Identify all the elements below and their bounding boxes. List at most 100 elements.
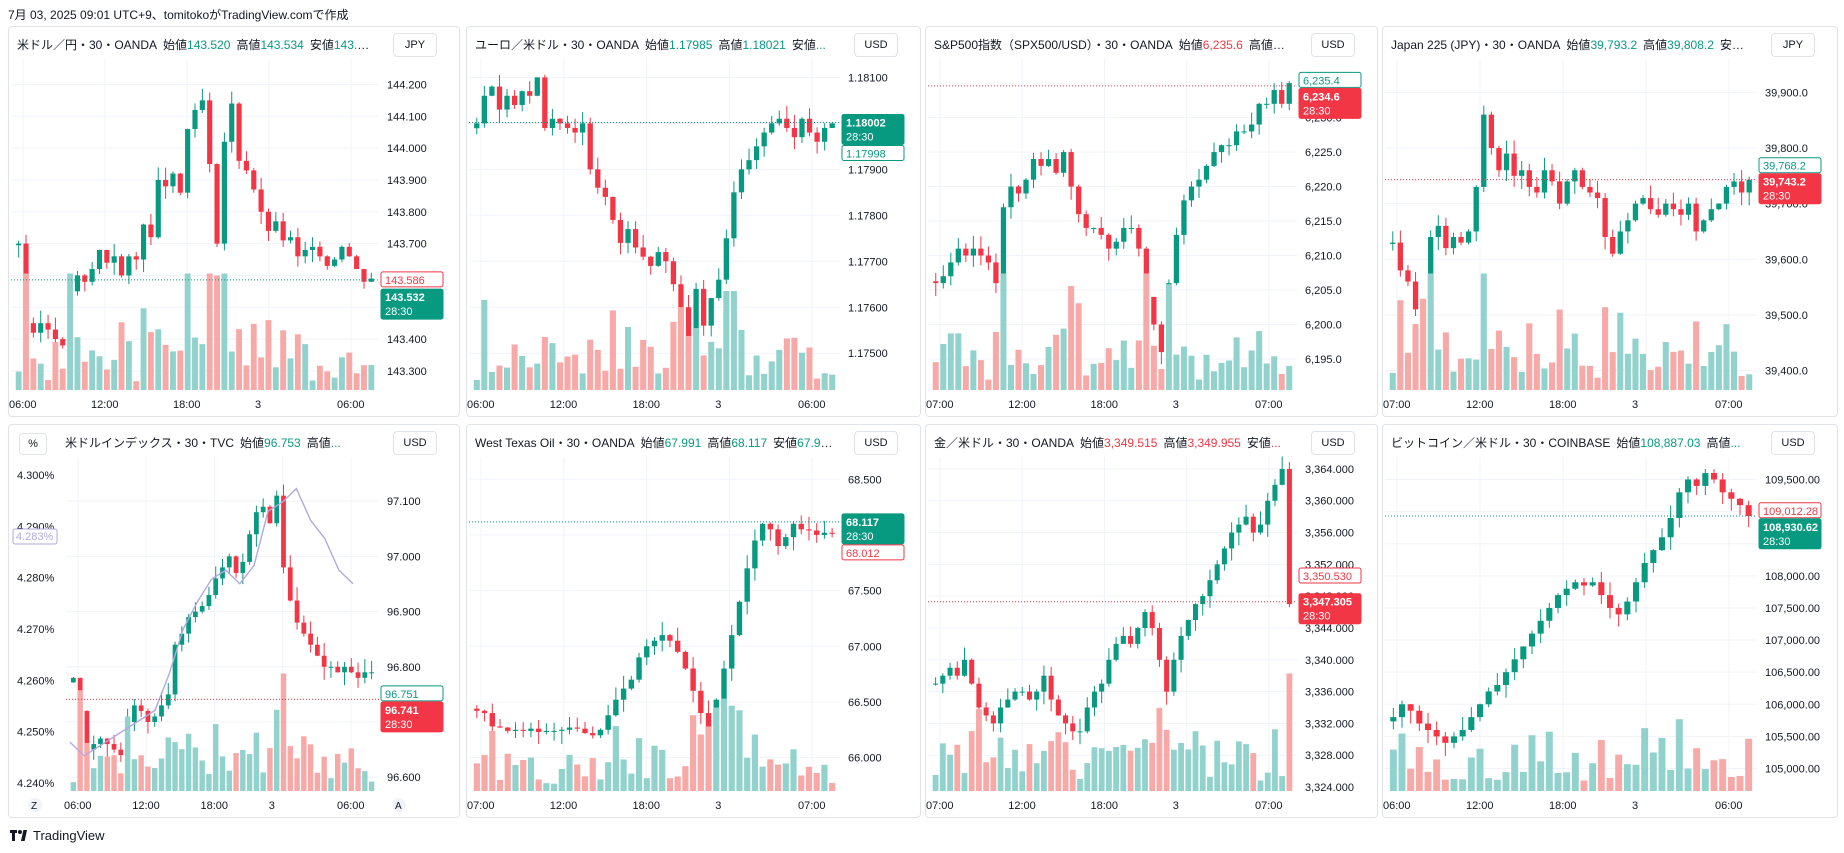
y-tick-label: 39,500.0 (1765, 310, 1808, 322)
price-label: 143.586 (380, 271, 444, 288)
candle-body (1520, 646, 1527, 660)
volume-bar (52, 342, 59, 390)
volume-bar (1083, 375, 1090, 390)
volume-bar (791, 337, 798, 390)
candle-body (281, 495, 286, 568)
price-label-value: 3,347.305 (1303, 597, 1352, 609)
yield-price-label: 4.283% (12, 528, 58, 545)
y-tick-label: 96.900 (387, 607, 421, 619)
currency-button[interactable]: USD (854, 431, 898, 455)
candle-body (1181, 200, 1187, 235)
currency-button[interactable]: USD (1311, 431, 1355, 455)
candle-body (806, 529, 812, 531)
candle-body (1026, 691, 1032, 700)
candle-body (221, 141, 227, 244)
volume-bar (1180, 346, 1187, 390)
y-tick-label: 3,336.000 (1305, 687, 1354, 699)
chart-panel-spx[interactable]: S&P500指数（SPX500/USD）・30・OANDA 始値6,235.6 高値… (925, 26, 1378, 417)
volume-bar (1062, 742, 1069, 791)
currency-button[interactable]: JPY (1771, 33, 1815, 57)
candle-body (84, 710, 90, 750)
volume-bar (700, 355, 707, 390)
volume-bar (111, 359, 118, 390)
volume-bar (97, 755, 104, 791)
volume-bar (814, 378, 821, 390)
price-label: 96.741 28:30 (380, 701, 444, 733)
candle-body (273, 221, 279, 231)
candle-body (324, 256, 330, 266)
volume-bar (1158, 369, 1165, 390)
volume-bar (1113, 746, 1119, 791)
volume-bar (1485, 778, 1493, 791)
chart-panel-wti[interactable]: West Texas Oil・30・OANDA 始値67.991 高値68.117 安… (466, 424, 921, 818)
volume-bar (1069, 769, 1076, 791)
volume-bar (666, 778, 674, 791)
currency-button[interactable]: USD (1311, 33, 1355, 57)
currency-button[interactable]: JPY (393, 33, 437, 57)
volume-bar (527, 757, 535, 791)
chart-panel-xauusd[interactable]: 金／米ドル・30・OANDA 始値3,349.515 高値3,349.955 安値..… (925, 424, 1378, 818)
price-label-box (380, 271, 444, 288)
volume-bar (1075, 303, 1082, 390)
chart-panel-btcusd[interactable]: ビットコイン／米ドル・30・COINBASE 始値108,887.03 高値... U… (1382, 424, 1838, 818)
currency-button[interactable]: USD (854, 33, 898, 57)
chart-panel-jp225[interactable]: Japan 225 (JPY)・30・OANDA 始値39,793.2 高値39,8… (1382, 26, 1838, 417)
volume-bar (1271, 356, 1278, 390)
volume-bar (1248, 350, 1255, 390)
candle-body (1193, 604, 1199, 621)
volume-bar (1397, 300, 1404, 390)
volume-bar (1250, 753, 1257, 791)
volume-bar (1055, 732, 1062, 791)
volume-bar (250, 323, 257, 390)
candle-body (648, 256, 654, 266)
x-tick-label: 18:00 (633, 399, 661, 411)
volume-bar (594, 349, 601, 390)
candle-body (1580, 582, 1588, 586)
y-tick-label: 6,195.0 (1305, 354, 1342, 366)
candle-body (170, 173, 176, 187)
volume-bar (316, 365, 323, 390)
y-tick-label: 39,400.0 (1765, 366, 1808, 378)
candle-body (520, 729, 526, 731)
volume-bar (670, 321, 677, 390)
volume-bar (1655, 366, 1662, 390)
volume-bar (751, 734, 758, 791)
candle-body (16, 243, 22, 246)
candle-body (315, 644, 320, 656)
y-tick-label: 3,356.000 (1305, 528, 1354, 540)
volume-bar (1641, 728, 1649, 791)
x-tick-label: 07:00 (926, 399, 954, 411)
candle-body (30, 323, 36, 333)
volume-bar (335, 753, 341, 791)
candle-body (1731, 181, 1737, 187)
candle-body (354, 256, 360, 270)
volume-bar (1459, 779, 1467, 791)
volume-bar (177, 350, 184, 390)
volume-bar (37, 363, 44, 390)
candle-body (998, 707, 1004, 724)
candle-body (1000, 207, 1007, 284)
candle-body (670, 261, 677, 285)
currency-button[interactable]: USD (393, 431, 437, 455)
candle-body (1650, 550, 1657, 563)
y-tick-label: 3,328.000 (1305, 750, 1354, 762)
chart-canvas: 144.200 144.100 144.000 143.900 143.800 143.7… (9, 59, 444, 411)
volume-bar (309, 380, 316, 390)
chart-panel-eurusd[interactable]: ユーロ／米ドル・30・OANDA 始値1.17985 高値1.18021 安値... U… (466, 26, 921, 417)
candle-body (674, 640, 681, 652)
percent-scale-button[interactable]: % (19, 433, 47, 455)
volume-bar (805, 766, 813, 791)
chart-panel-usdjpy[interactable]: 米ドル／円・30・OANDA 始値143.520 高値143.534 安値143.47… (8, 26, 460, 417)
volume-bar (1235, 741, 1242, 791)
volume-bar (1106, 750, 1112, 791)
volume-bar (1632, 764, 1640, 791)
chart-panel-dxy[interactable]: 米ドルインデックス・30・TVC 始値96.753 高値... USD% 97.100 9… (8, 424, 460, 818)
candle-body (1554, 595, 1562, 608)
candle-body (961, 659, 968, 676)
candle-body (369, 672, 374, 674)
candle-body (1407, 704, 1414, 711)
volume-bar (829, 374, 836, 390)
currency-button[interactable]: USD (1771, 431, 1815, 455)
price-label: 109,012.28 (1758, 502, 1822, 519)
candle-body (280, 221, 286, 241)
